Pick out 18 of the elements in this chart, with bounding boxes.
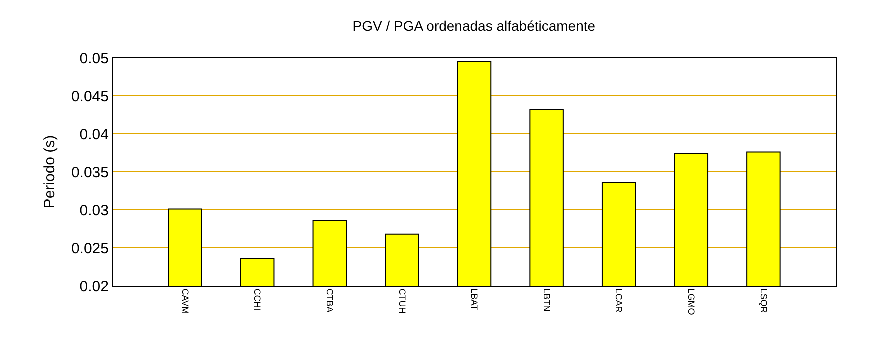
x-tick-label: LSQR [758,288,769,314]
x-tick-label: LBTN [542,288,552,312]
y-tick-label: 0.03 [80,202,109,220]
y-tick-label: 0.02 [80,278,109,296]
y-tick-label: 0.05 [80,50,109,68]
x-tick-label: CCHI [252,288,263,311]
x-tick-label: LGMO [686,288,696,316]
y-axis-title: Periodo (s) [42,135,59,209]
x-tick-label: LBAT [470,288,480,312]
x-tick-label: CAVM [180,288,190,314]
y-tick-label: 0.035 [71,164,109,182]
x-tick-label: CTBA [324,288,335,313]
y-tick-label: 0.045 [71,88,109,106]
y-tick-label: 0.025 [71,240,109,258]
y-tick-label: 0.04 [80,126,109,144]
x-tick-label: CTUH [397,288,408,314]
x-tick-label: LCAR [614,288,624,314]
chart-title: PGV / PGA ordenadas alfabéticamente [352,18,596,34]
